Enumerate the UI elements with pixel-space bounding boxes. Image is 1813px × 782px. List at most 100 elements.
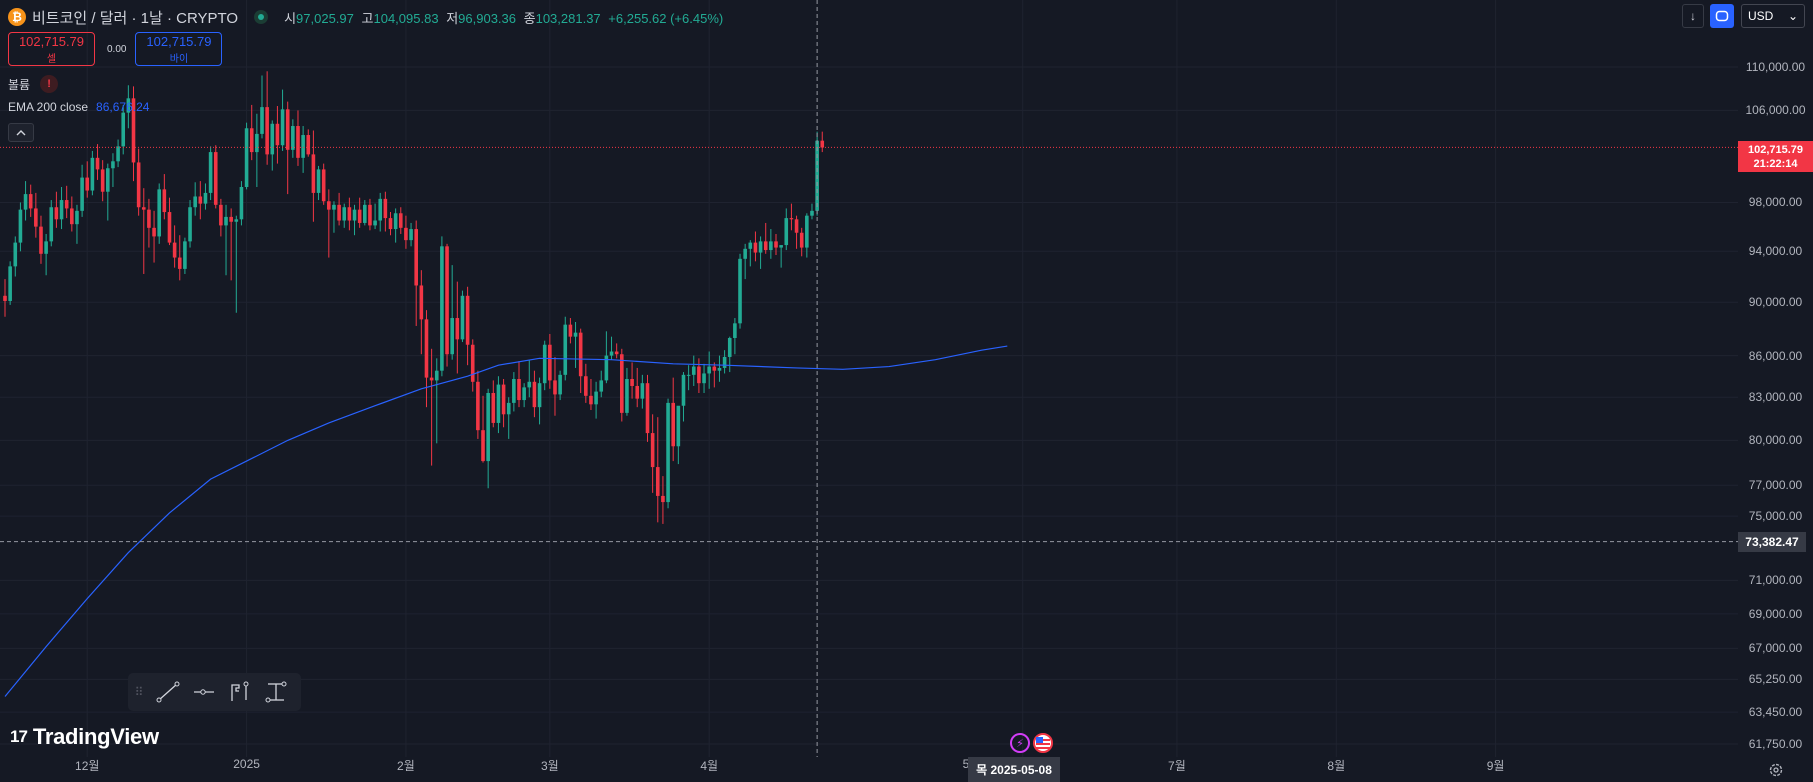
candle-body [794, 219, 799, 233]
candle-body [640, 383, 645, 399]
candle-body [419, 285, 424, 320]
candle-body [8, 266, 12, 301]
candle-body [414, 229, 418, 286]
price-tick-label: 98,000.00 [1748, 195, 1803, 210]
candle-body [234, 219, 239, 222]
spread-value: 0.00 [107, 43, 127, 55]
collapse-legend-button[interactable] [8, 123, 34, 142]
candle-body [748, 242, 753, 249]
candle-body [681, 374, 686, 406]
price-tick-label: 69,000.00 [1748, 606, 1803, 621]
price-tick-label: 67,000.00 [1748, 641, 1803, 656]
candle-body [18, 209, 23, 243]
candle-body [630, 379, 634, 386]
candle-body [352, 209, 357, 221]
long-position-tool[interactable] [222, 677, 258, 707]
time-tick-label: 8월 [1327, 759, 1346, 773]
candle-body [620, 354, 624, 413]
price-tick-label: 61,750.00 [1748, 737, 1803, 751]
candle-body [64, 200, 69, 209]
candle-body [666, 402, 670, 503]
high-label: 고 [361, 10, 374, 26]
time-tick-label: 2025 [233, 757, 260, 771]
close-value: 103,281.37 [535, 10, 601, 26]
event-flash-icon[interactable]: ⚡ [1010, 733, 1030, 753]
time-tick-label: 7월 [1168, 759, 1186, 773]
ema-label: EMA 200 close [8, 100, 89, 114]
candle-body [440, 246, 444, 371]
tradingview-icon: 17 [10, 727, 28, 746]
crosshair-price-label: 73,382.47 [1738, 532, 1806, 552]
candle-body [332, 204, 336, 210]
market-status-icon[interactable] [254, 10, 269, 24]
tradingview-logo[interactable]: 17 TradingView [10, 724, 159, 750]
ohlc-values: 시97,025.97 고104,095.83 저96,903.36 종103,2… [280, 8, 723, 27]
currency-value: USD [1748, 9, 1774, 23]
date-price-range-tool[interactable] [258, 677, 294, 707]
ema-value: 86,676.24 [96, 100, 150, 114]
current-price-label: 102,715.79 21:22:14 [1738, 141, 1813, 172]
candle-body [799, 232, 804, 248]
volume-indicator[interactable]: 볼륨 ! [8, 75, 59, 93]
candle-body [106, 168, 110, 192]
candle-body [563, 324, 568, 375]
candle-body [445, 246, 449, 355]
trend-line-tool[interactable] [150, 677, 186, 707]
candle-body [727, 338, 732, 357]
candle-body [28, 194, 33, 209]
horizontal-ray-tool[interactable] [186, 677, 222, 707]
buy-button[interactable]: 102,715.79 바이 [135, 32, 223, 66]
buy-price: 102,715.79 [146, 33, 212, 49]
candle-body [244, 128, 249, 187]
candle-body [316, 169, 321, 193]
symbol-title[interactable]: 비트코인 / 달러 · 1날 · CRYPTO [32, 9, 239, 27]
candle-body [625, 379, 629, 413]
candle-body [460, 295, 465, 340]
time-tick-label: 12월 [75, 759, 100, 773]
horizontal-ray-icon [194, 689, 214, 695]
candle-body [805, 215, 809, 248]
download-button[interactable]: ↓ [1682, 4, 1704, 28]
candle-body [676, 405, 681, 447]
candle-body [537, 383, 542, 408]
candle-body [23, 194, 28, 210]
chart-grid [0, 0, 1738, 757]
candle-body [820, 140, 825, 148]
candle-body [208, 152, 213, 193]
candle-body [363, 204, 367, 223]
close-label: 종 [523, 10, 536, 26]
candle-body [609, 351, 614, 356]
candle-body [450, 318, 454, 355]
currency-select[interactable]: USD ⌄ [1741, 4, 1805, 28]
candle-body [429, 377, 434, 381]
candle-body [229, 216, 233, 222]
candle-body [707, 366, 711, 374]
candle-body [296, 126, 300, 158]
candle-body [183, 241, 187, 269]
ema-indicator[interactable]: EMA 200 close 86,676.24 [8, 100, 149, 114]
drag-handle-icon[interactable]: ⠿ [134, 685, 144, 699]
candle-body [491, 392, 496, 423]
candle-body [717, 367, 722, 371]
price-tick-label: 75,000.00 [1748, 509, 1803, 524]
sell-price: 102,715.79 [18, 33, 85, 49]
candle-body [188, 207, 192, 242]
high-value: 104,095.83 [373, 10, 439, 26]
warning-icon[interactable]: ! [40, 75, 59, 93]
sell-button[interactable]: 102,715.79 셀 [8, 32, 95, 66]
candle-body [455, 318, 460, 340]
crosshair-date-label: 목 2025-05-08 [968, 757, 1060, 782]
candle-body [501, 384, 506, 415]
candle-body [789, 218, 794, 220]
candle-body [44, 241, 48, 254]
price-tick-label: 65,250.00 [1748, 672, 1803, 687]
us-flag-event-icon[interactable] [1033, 733, 1053, 753]
candle-body [172, 242, 177, 258]
us-flag-icon [1036, 737, 1050, 749]
price-tick-label: 94,000.00 [1748, 244, 1803, 259]
chart-settings-button[interactable] [1767, 761, 1785, 779]
candle-body [152, 227, 156, 237]
sync-button[interactable] [1710, 4, 1734, 28]
candle-body [527, 381, 532, 388]
